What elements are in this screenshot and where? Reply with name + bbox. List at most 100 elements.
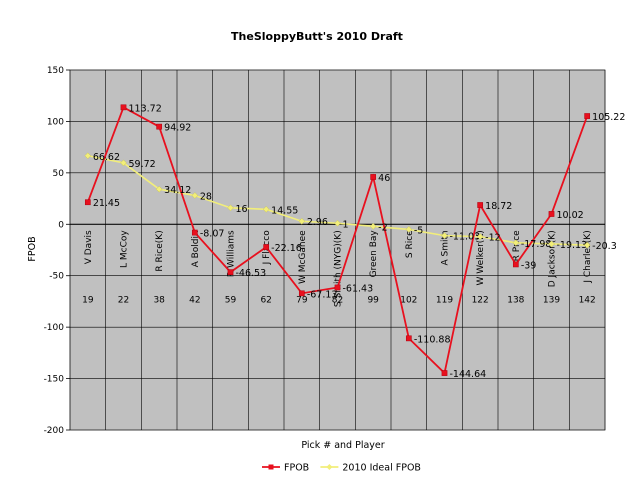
data-point-fpob [191, 229, 198, 236]
data-point-ideal-fpob [548, 240, 555, 248]
data-point-ideal-fpob [334, 219, 341, 227]
data-label-ideal-fpob: -11.03 [450, 232, 481, 243]
data-point-ideal-fpob [298, 217, 306, 225]
x-axis-label: Pick # and Player [301, 440, 384, 451]
data-label-ideal-fpob: 14.55 [271, 205, 298, 216]
data-point-fpob [227, 269, 234, 275]
y-tick-label: -100 [44, 323, 65, 333]
data-point-fpob [263, 244, 270, 250]
data-point-fpob [156, 123, 163, 130]
y-tick-label: 100 [47, 117, 64, 127]
data-point-fpob [370, 174, 377, 180]
category-pick-label: 42 [189, 295, 200, 305]
data-point-ideal-fpob [441, 232, 448, 239]
legend-label: FPOB [284, 463, 309, 474]
y-tick-label: -50 [49, 272, 64, 282]
category-player-label: A Smith [441, 230, 451, 265]
category-player-label: J Charles(K) [583, 230, 593, 283]
plot-area: 150 100 50 0 -50 -100 -150 -200 V Davis 19 L McCoy… [44, 66, 626, 436]
y-tick-label: 50 [53, 169, 65, 179]
category-pick-label: 138 [507, 295, 524, 305]
data-label-fpob: 21.45 [93, 198, 120, 209]
data-label-fpob: -110.88 [414, 334, 451, 345]
category-player-label: S Rice [405, 230, 415, 258]
data-label-ideal-fpob: -12 [485, 233, 501, 244]
data-label-ideal-fpob: 1 [343, 219, 349, 230]
data-label-fpob: -39 [521, 260, 537, 271]
data-label-fpob: -22.16 [271, 243, 302, 254]
plot-background [69, 69, 606, 431]
data-label-ideal-fpob: -19.13 [557, 240, 588, 251]
category-pick-label: 99 [367, 295, 379, 305]
data-label-fpob: -67.13 [307, 289, 338, 300]
data-label-ideal-fpob: 66.62 [93, 152, 120, 163]
data-point-ideal-fpob [476, 233, 484, 240]
data-label-ideal-fpob: -5 [414, 225, 423, 236]
data-point-fpob [405, 335, 412, 342]
category-pick-label: 22 [118, 295, 129, 305]
data-label-ideal-fpob: 2.96 [307, 217, 328, 228]
data-label-fpob: 46 [378, 173, 390, 184]
category-player-label: R Williams [227, 230, 237, 277]
data-point-fpob [334, 284, 341, 291]
data-point-fpob [584, 113, 591, 119]
data-point-fpob [84, 199, 91, 206]
data-label-fpob: 94.92 [164, 123, 191, 134]
data-point-fpob [512, 261, 519, 268]
category-player-label: A Boldin [191, 230, 201, 267]
data-point-fpob [548, 211, 555, 217]
y-tick-label: 0 [58, 220, 64, 230]
data-point-fpob [298, 290, 305, 297]
data-label-fpob: -144.64 [450, 369, 487, 380]
category-player-label: W Welker(K) [476, 230, 486, 285]
data-point-ideal-fpob [191, 192, 199, 199]
category-player-label: V Davis [84, 230, 94, 264]
legend-marker [268, 464, 274, 470]
data-point-ideal-fpob [120, 159, 127, 167]
legend-marker [326, 464, 333, 470]
data-point-fpob [477, 202, 484, 208]
category-player-label: D Jackson(K) [548, 230, 558, 287]
y-tick-label: 150 [47, 66, 64, 76]
category-player-label: L McCoy [120, 230, 130, 268]
data-point-fpob [120, 104, 127, 111]
category-pick-label: 122 [472, 295, 489, 305]
data-label-ideal-fpob: -20.3 [592, 241, 617, 252]
data-label-fpob: -46.53 [236, 268, 267, 279]
category-pick-label: 119 [436, 295, 453, 305]
legend-label: 2010 Ideal FPOB [342, 463, 421, 474]
data-label-fpob: -8.07 [200, 229, 225, 240]
data-label-ideal-fpob: -2 [378, 222, 387, 233]
category-pick-label: 142 [579, 295, 596, 305]
y-axis-label: FPOB [27, 236, 38, 261]
category-player-label: R Price [512, 230, 522, 262]
data-point-ideal-fpob [84, 152, 92, 160]
category-pick-label: 79 [296, 295, 308, 305]
data-label-ideal-fpob: 59.72 [129, 159, 156, 170]
data-label-ideal-fpob: 16 [236, 204, 248, 215]
category-pick-label: 139 [543, 295, 560, 305]
data-point-ideal-fpob [369, 222, 377, 230]
data-point-ideal-fpob [227, 204, 234, 212]
legend: FPOB 2010 Ideal FPOB [262, 463, 421, 474]
data-label-ideal-fpob: 34.12 [164, 185, 191, 196]
chart-title: TheSloppyButt's 2010 Draft [231, 30, 403, 43]
category-player-label: S Smith (NYG)(K) [334, 230, 344, 307]
data-point-ideal-fpob [512, 239, 520, 247]
data-label-fpob: 113.72 [129, 103, 162, 114]
data-label-fpob: -61.43 [343, 283, 374, 294]
data-point-fpob [441, 370, 448, 376]
category-player-label: Green Bay [369, 230, 379, 278]
category-pick-label: 102 [400, 295, 417, 305]
data-point-ideal-fpob [262, 205, 270, 213]
category-player-label: W McGahee [298, 230, 308, 284]
data-label-ideal-fpob: 28 [200, 191, 212, 202]
data-label-fpob: 10.02 [557, 210, 584, 221]
category-player-label: R Rice(K) [155, 230, 165, 271]
y-tick-label: -200 [44, 426, 65, 436]
category-pick-label: 19 [82, 295, 94, 305]
data-label-fpob: 18.72 [485, 201, 512, 212]
data-label-ideal-fpob: -17.98 [521, 239, 552, 250]
category-pick-label: 82 [332, 295, 343, 305]
